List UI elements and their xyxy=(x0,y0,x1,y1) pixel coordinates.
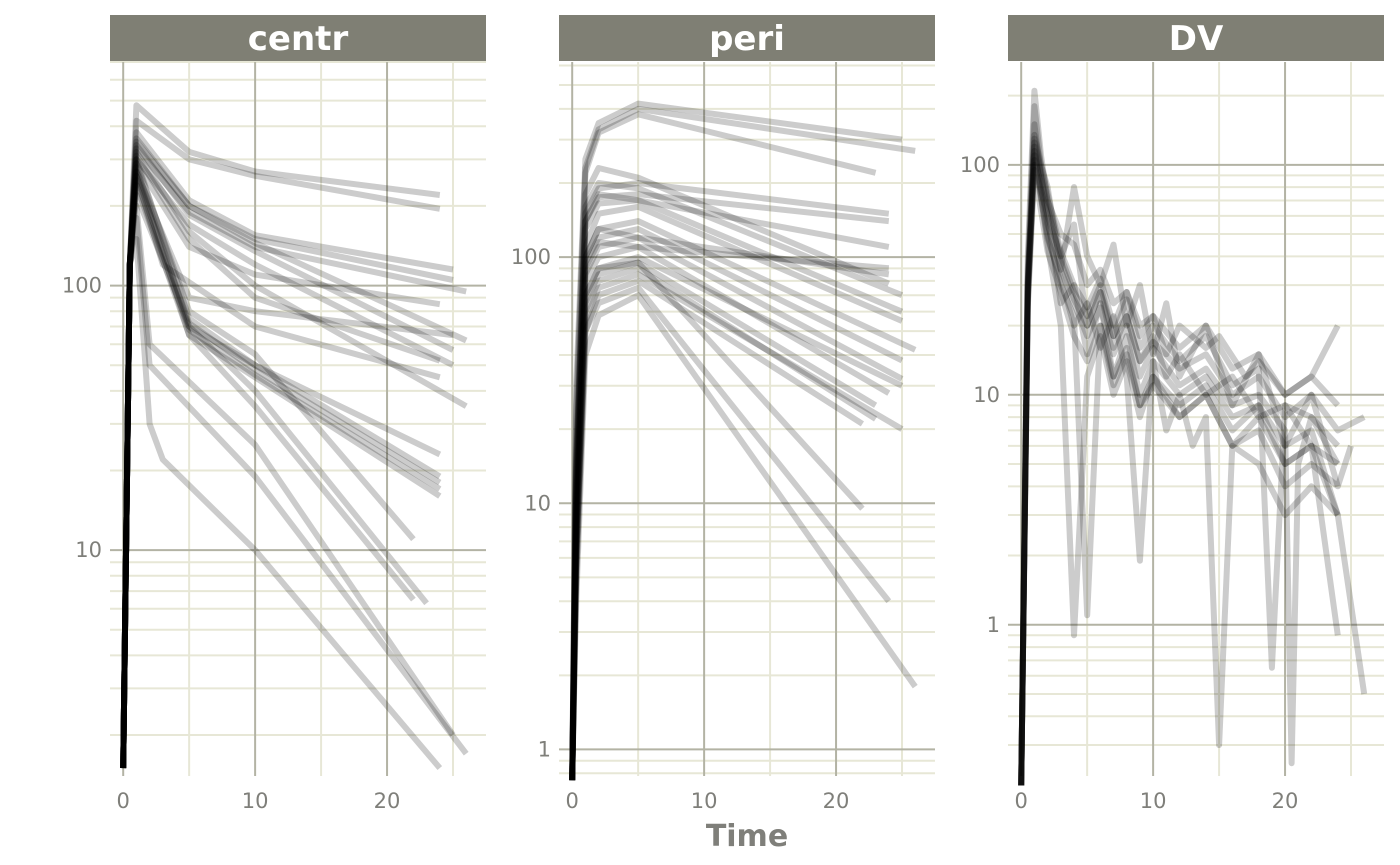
series-line-peri-19 xyxy=(569,277,865,781)
y-tick-label: 10 xyxy=(973,383,1000,407)
series-line-peri-3 xyxy=(569,111,877,781)
series-line-dv-8 xyxy=(1018,147,1341,786)
series-line-peri-2 xyxy=(569,105,916,781)
x-tick-label: 10 xyxy=(1140,789,1167,813)
series-line-centr-14 xyxy=(120,164,442,769)
facet-title-dv: DV xyxy=(1169,19,1224,59)
series-line-peri-13 xyxy=(569,234,904,781)
series-line-dv-11 xyxy=(1018,131,1341,786)
facet-centr: centr 0 10 20 10 100 xyxy=(62,15,486,813)
facet-title-centr: centr xyxy=(248,19,349,59)
series-line-centr-17 xyxy=(120,177,442,769)
series-line-centr-15 xyxy=(120,156,442,769)
series-group-dv xyxy=(1018,87,1368,786)
x-tick-label: 0 xyxy=(1015,789,1028,813)
series-line-peri-6 xyxy=(569,197,890,781)
facet-dv: DV 0 10 20 1 10 100 xyxy=(960,15,1384,813)
series-line-dv-5 xyxy=(1018,152,1341,786)
x-axis-title: Time xyxy=(706,819,788,854)
series-line-peri-21 xyxy=(569,239,890,781)
series-line-dv-9 xyxy=(1018,157,1368,786)
y-tick-label: 100 xyxy=(511,245,551,269)
series-line-centr-3 xyxy=(120,129,454,769)
series-line-dv-6 xyxy=(1018,161,1341,786)
series-line-peri-20 xyxy=(569,226,890,781)
series-line-centr-23 xyxy=(120,215,469,769)
series-line-peri-18 xyxy=(569,271,904,781)
y-tick-label: 100 xyxy=(62,274,102,298)
facet-peri: peri 0 10 20 1 10 100 xyxy=(511,15,935,813)
series-line-peri-9 xyxy=(569,191,904,781)
series-line-peri-4 xyxy=(569,180,890,781)
series-line-dv-3 xyxy=(1018,103,1341,786)
series-line-centr-12 xyxy=(120,168,454,769)
series-line-centr-8 xyxy=(120,156,455,769)
facet-title-peri: peri xyxy=(709,19,785,59)
series-line-dv-7 xyxy=(1018,135,1341,786)
series-line-centr-1 xyxy=(120,102,441,769)
x-tick-label: 10 xyxy=(242,789,269,813)
series-line-peri-11 xyxy=(569,218,917,781)
facet-panels: centr 0 10 20 10 100 peri 0 10 20 1 10 100 DV 0 10 20 1 10… xyxy=(62,15,1384,813)
series-line-peri-1 xyxy=(569,100,903,781)
facet-strip-centr xyxy=(110,15,486,61)
series-line-peri-16 xyxy=(569,259,878,781)
grid-centr xyxy=(110,61,486,776)
series-line-centr-5 xyxy=(120,145,467,769)
x-tick-label: 10 xyxy=(691,789,718,813)
series-line-centr-20 xyxy=(120,168,416,769)
series-line-peri-23 xyxy=(569,284,892,781)
y-tick-label: 1 xyxy=(987,613,1000,637)
series-line-peri-5 xyxy=(569,191,890,781)
series-line-peri-24 xyxy=(569,292,918,781)
facet-strip-peri xyxy=(559,15,935,61)
series-line-dv-1 xyxy=(1018,87,1341,786)
series-group-centr xyxy=(120,102,469,771)
series-line-centr-9 xyxy=(120,148,468,769)
series-line-centr-19 xyxy=(120,160,416,769)
y-tick-label: 100 xyxy=(960,153,1000,177)
facet-strip-dv xyxy=(1008,15,1384,61)
series-line-peri-17 xyxy=(569,265,878,781)
series-line-dv-2 xyxy=(1018,121,1340,786)
series-line-dv-10 xyxy=(1018,139,1366,786)
x-tick-label: 20 xyxy=(823,789,850,813)
series-line-centr-11 xyxy=(120,152,441,769)
series-line-centr-2 xyxy=(120,117,441,769)
series-line-centr-16 xyxy=(120,172,442,769)
series-line-dv-4 xyxy=(1018,143,1341,786)
series-line-centr-7 xyxy=(120,142,455,769)
x-tick-label: 20 xyxy=(374,789,401,813)
series-line-peri-8 xyxy=(569,180,904,781)
series-line-peri-14 xyxy=(569,243,891,781)
series-line-centr-13 xyxy=(120,172,441,769)
series-line-centr-21 xyxy=(120,192,429,769)
series-line-centr-22 xyxy=(120,202,456,769)
x-tick-label: 0 xyxy=(117,789,130,813)
y-tick-label: 1 xyxy=(538,737,551,761)
series-line-peri-12 xyxy=(569,226,904,781)
y-tick-label: 10 xyxy=(75,538,102,562)
series-line-peri-15 xyxy=(569,254,904,781)
x-tick-label: 20 xyxy=(1272,789,1299,813)
series-line-centr-24 xyxy=(120,236,443,771)
series-line-centr-6 xyxy=(120,135,468,769)
series-line-peri-7 xyxy=(569,165,890,781)
series-line-centr-18 xyxy=(120,182,442,769)
series-line-peri-10 xyxy=(569,203,904,781)
series-line-centr-10 xyxy=(120,160,441,769)
series-group-peri xyxy=(569,100,918,781)
series-line-dv-12 xyxy=(1018,167,1354,786)
series-line-centr-4 xyxy=(120,138,454,769)
y-tick-label: 10 xyxy=(524,491,551,515)
grid-dv xyxy=(1008,62,1384,776)
grid-peri xyxy=(559,62,935,776)
series-line-peri-22 xyxy=(569,259,865,781)
x-tick-label: 0 xyxy=(566,789,579,813)
